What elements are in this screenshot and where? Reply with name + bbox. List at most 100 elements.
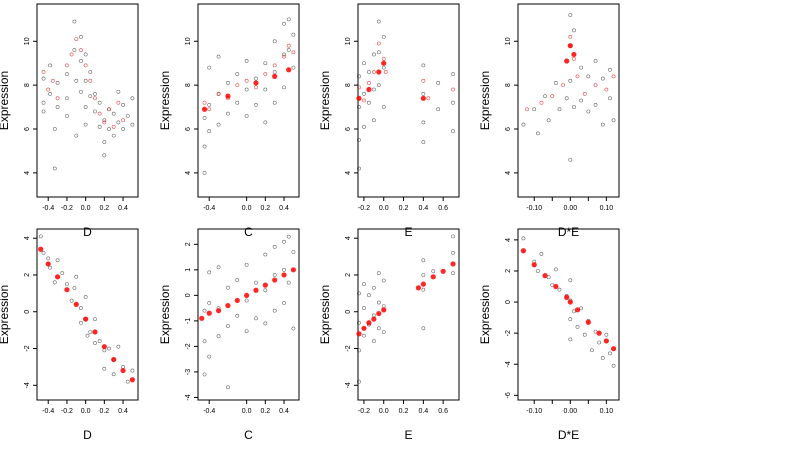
data-point	[291, 326, 296, 331]
fit-point	[450, 261, 456, 267]
data-point	[207, 270, 212, 275]
data-point	[568, 337, 573, 342]
data-point	[282, 21, 286, 26]
plot-frame	[517, 3, 620, 198]
data-point	[79, 320, 83, 325]
y-tick-label: 4	[505, 238, 512, 242]
data-point	[97, 339, 102, 344]
red-data-point	[74, 37, 79, 41]
data-point	[55, 81, 60, 85]
data-point	[69, 298, 74, 303]
data-point	[41, 100, 46, 105]
fit-point	[290, 267, 296, 273]
red-data-point	[421, 78, 426, 83]
data-point	[254, 280, 258, 285]
plot-frame	[517, 228, 620, 401]
y-tick-label: 10	[505, 37, 512, 45]
data-point	[72, 19, 77, 24]
red-data-point	[282, 54, 286, 59]
red-data-point	[366, 81, 371, 85]
x-tick-label: -0.2	[61, 205, 73, 212]
x-axis-label: C	[244, 428, 253, 442]
plot-frame	[197, 3, 300, 198]
red-data-point	[116, 100, 121, 105]
data-point	[244, 113, 249, 118]
data-point	[282, 239, 286, 244]
data-point	[421, 273, 426, 277]
data-point	[52, 127, 57, 131]
data-point	[102, 153, 107, 158]
y-tick-label: -3	[185, 369, 192, 375]
data-point	[79, 89, 83, 94]
data-point	[451, 251, 455, 255]
fit-point	[64, 287, 70, 293]
fit-point	[531, 262, 537, 268]
data-point	[362, 124, 366, 129]
data-point	[546, 118, 551, 123]
x-tick-label: 0.4	[118, 205, 128, 212]
scatter-panel-4: -0.10 0.00 0.10 4 6 8 10 D*E Expression	[478, 3, 620, 239]
fit-point	[520, 248, 527, 254]
data-point	[83, 105, 88, 109]
data-point	[590, 348, 594, 353]
red-data-point	[291, 50, 296, 55]
red-data-point	[263, 72, 268, 77]
data-point	[48, 63, 52, 68]
red-data-point	[244, 78, 249, 83]
data-point	[74, 78, 79, 83]
data-point	[88, 94, 93, 99]
data-point	[568, 13, 573, 17]
fit-point	[564, 294, 570, 300]
x-tick-label: 0.4	[279, 205, 289, 212]
data-point	[83, 78, 88, 83]
red-data-point	[376, 41, 381, 46]
data-point	[244, 329, 249, 333]
data-point	[226, 111, 230, 116]
fit-point	[366, 86, 372, 93]
data-point	[93, 92, 97, 96]
data-point	[244, 298, 249, 303]
data-point	[116, 89, 121, 94]
y-tick-label: 4	[185, 171, 192, 175]
data-point	[286, 48, 291, 52]
data-point	[207, 354, 212, 359]
data-point	[97, 100, 102, 105]
x-tick-label: 0.0	[81, 408, 91, 415]
data-point	[451, 271, 455, 276]
fit-point	[101, 344, 107, 350]
fit-point	[376, 310, 382, 317]
data-point	[41, 251, 46, 255]
plot-frame	[357, 3, 460, 198]
red-data-point	[611, 74, 616, 79]
scatter-panel-7: -0.2 0.0 0.2 0.4 0.6 -4 -2 0 2 4 E Expression	[318, 228, 460, 442]
data-point	[421, 326, 426, 331]
data-point	[600, 76, 605, 81]
fit-point	[201, 106, 208, 112]
x-tick-label: 0.4	[418, 408, 428, 415]
red-data-point	[550, 94, 555, 99]
data-point	[604, 332, 609, 337]
data-point	[608, 96, 612, 101]
fit-point	[376, 69, 382, 75]
data-point	[362, 282, 366, 287]
data-point	[568, 78, 573, 83]
data-point	[121, 102, 125, 107]
data-point	[366, 70, 371, 74]
data-point	[111, 111, 116, 116]
scatter-panel-5: -0.4 -0.2 0.0 0.2 0.4 -4 -2 0 2 4 D Expression	[0, 228, 139, 442]
y-tick-label: 2	[345, 273, 352, 277]
x-tick-label: 0.0	[379, 408, 389, 415]
data-point	[272, 273, 277, 277]
data-point	[107, 127, 111, 131]
x-axis-label: D	[83, 428, 92, 442]
x-tick-label: 0.0	[242, 408, 252, 415]
data-point	[611, 118, 616, 123]
data-point	[111, 372, 116, 377]
data-point	[521, 122, 526, 127]
x-tick-label: 0.4	[279, 408, 289, 415]
y-tick-label: 0	[505, 300, 512, 304]
data-point	[535, 131, 540, 136]
data-point	[436, 107, 441, 112]
data-point	[74, 274, 79, 279]
data-point	[244, 59, 249, 63]
